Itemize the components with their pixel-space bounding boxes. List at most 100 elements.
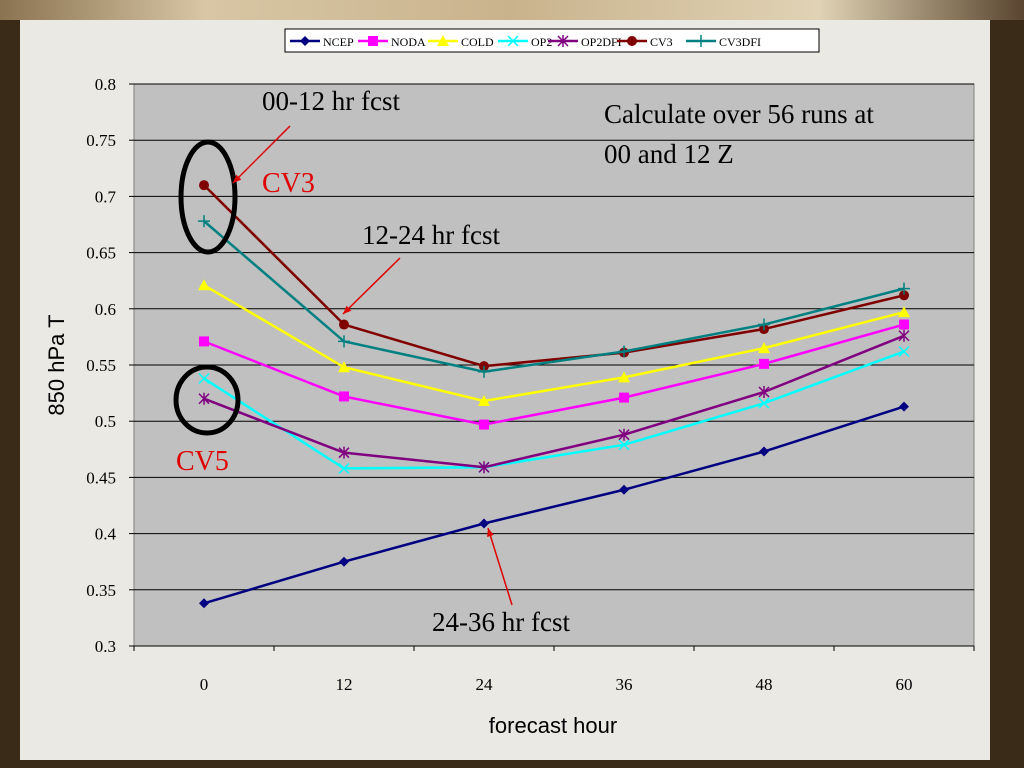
cv3dfi-marker	[478, 365, 490, 378]
op2dfi-marker	[198, 392, 210, 405]
ncep-marker	[759, 446, 769, 457]
legend-label: CV3DFI	[719, 35, 761, 49]
y-tick-label: 0.3	[95, 637, 116, 656]
cold-line	[203, 284, 905, 403]
legend-label: NCEP	[323, 35, 354, 49]
noda-line	[203, 323, 905, 426]
cv3dfi-marker	[618, 345, 630, 358]
op2dfi-marker	[338, 446, 350, 459]
ncep-marker	[899, 401, 909, 412]
annotation-arrow	[487, 527, 513, 606]
noda-marker	[899, 319, 909, 330]
annotation-24-36: 24-36 hr fcst	[432, 607, 570, 637]
arrow-head	[233, 174, 242, 183]
cold-marker	[758, 342, 770, 354]
cold-marker	[437, 35, 449, 46]
ncep-marker	[199, 598, 209, 609]
ncep-marker	[300, 36, 310, 46]
series-noda	[199, 319, 909, 430]
cv3dfi-line	[203, 220, 905, 374]
x-tick-label: 12	[336, 675, 353, 694]
noda-marker	[759, 358, 769, 369]
y-tick-label: 0.65	[86, 244, 116, 263]
noda-marker	[339, 391, 349, 402]
noda-marker	[619, 392, 629, 403]
legend-item-noda: NODA	[358, 35, 426, 49]
legend-label: NODA	[391, 35, 426, 49]
cv3-marker	[899, 290, 909, 301]
arrow-head	[343, 305, 352, 314]
cv3-marker	[339, 319, 349, 330]
noda-marker	[199, 336, 209, 347]
y-tick-label: 0.4	[95, 525, 117, 544]
legend-item-cv3dfi: CV3DFI	[686, 35, 761, 49]
y-axis-label: 850 hPa T	[44, 314, 69, 415]
x-tick-label: 60	[896, 675, 913, 694]
legend-item-ncep: NCEP	[290, 35, 354, 49]
cv3dfi-marker	[338, 335, 350, 348]
cv3-circle	[178, 139, 238, 255]
cold-marker	[198, 279, 210, 291]
cv3-marker	[199, 180, 209, 191]
legend-label: OP2DFI	[581, 35, 622, 49]
cold-marker	[618, 371, 630, 383]
cold-marker	[338, 361, 350, 373]
y-tick-label: 0.7	[95, 187, 117, 206]
cold-marker	[478, 394, 490, 406]
x-axis-label: forecast hour	[489, 713, 617, 738]
op2-line	[203, 350, 905, 470]
legend-item-cold: COLD	[428, 35, 494, 49]
arrow-head	[487, 528, 494, 537]
op2-marker	[507, 35, 519, 47]
legend-item-op2: OP2	[498, 35, 552, 49]
op2dfi-marker	[758, 385, 770, 398]
y-tick-label: 0.45	[86, 468, 116, 487]
note-line-2: 00 and 12 Z	[604, 139, 734, 169]
series-ncep	[199, 401, 909, 609]
x-tick-label: 24	[476, 675, 494, 694]
op2dfi-marker	[618, 428, 630, 441]
op2-marker	[898, 345, 910, 358]
y-tick-label: 0.5	[95, 412, 116, 431]
series-cold	[198, 279, 910, 406]
cold-marker	[898, 306, 910, 318]
y-tick-label: 0.35	[86, 581, 116, 600]
ncep-marker	[479, 518, 489, 529]
op2dfi-marker	[557, 35, 569, 47]
ncep-marker	[619, 484, 629, 495]
cv3dfi-marker	[898, 282, 910, 295]
x-tick-label: 0	[200, 675, 209, 694]
y-tick-label: 0.75	[86, 131, 116, 150]
cv3dfi-marker	[758, 318, 770, 331]
annotation-arrow	[232, 125, 291, 184]
cv3-line	[203, 184, 905, 368]
cv3dfi-marker	[695, 35, 707, 47]
series-cv3dfi	[198, 215, 910, 378]
slide-header-decoration	[0, 0, 1024, 20]
legend-label: COLD	[461, 35, 494, 49]
x-tick-label: 48	[756, 675, 773, 694]
noda-marker	[368, 36, 378, 46]
y-tick-label: 0.6	[95, 300, 116, 319]
note-line-1: Calculate over 56 runs at	[604, 99, 874, 129]
cv5-circle	[173, 364, 241, 436]
op2-marker	[198, 372, 210, 385]
annotation-cv3: CV3	[262, 168, 315, 199]
ncep-marker	[339, 556, 349, 567]
series-op2dfi	[198, 329, 910, 474]
y-tick-label: 0.8	[95, 75, 116, 94]
op2dfi-marker	[898, 329, 910, 342]
ncep-line	[203, 405, 905, 605]
annotation-cv5: CV5	[176, 446, 229, 477]
op2dfi-line	[203, 334, 905, 469]
op2-marker	[618, 439, 630, 451]
cv3dfi-marker	[198, 215, 210, 228]
x-tick-label: 36	[616, 675, 633, 694]
y-tick-label: 0.55	[86, 356, 116, 375]
annotation-12-24: 12-24 hr fcst	[362, 220, 500, 250]
legend-label: CV3	[650, 35, 673, 49]
legend-item-cv3: CV3	[617, 35, 673, 49]
legend-item-op2dfi: OP2DFI	[548, 35, 622, 49]
cv3-marker	[627, 36, 637, 46]
